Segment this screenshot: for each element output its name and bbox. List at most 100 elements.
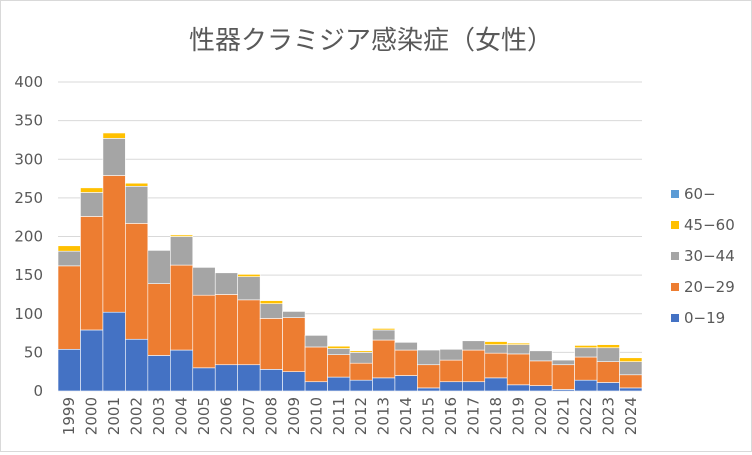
bar-segment xyxy=(80,329,104,392)
x-tick-label: 2001 xyxy=(105,397,123,435)
bar-segment xyxy=(596,344,620,349)
bar-segment xyxy=(327,348,351,355)
bar-segment xyxy=(237,299,261,366)
bar-segment xyxy=(170,349,194,392)
bar-segment xyxy=(506,384,530,392)
bar-segment xyxy=(506,342,530,345)
y-tick-label: 250 xyxy=(14,189,43,207)
legend-swatch xyxy=(671,190,679,198)
bar-segment xyxy=(372,328,396,331)
bar-segment xyxy=(596,361,620,383)
bar-segment xyxy=(506,353,530,386)
bar-segment xyxy=(619,361,643,376)
bar-segment xyxy=(349,362,373,381)
bar-segment xyxy=(394,349,418,376)
y-tick-label: 50 xyxy=(24,343,43,361)
bar-segment xyxy=(349,350,373,353)
bar-segment xyxy=(170,264,194,351)
x-tick-label: 2000 xyxy=(83,397,101,435)
x-tick-label: 2017 xyxy=(465,397,483,435)
bar-segment xyxy=(57,348,81,392)
bar-segment xyxy=(304,381,328,392)
legend-label: 45−60 xyxy=(684,216,735,234)
bar-segment xyxy=(147,283,171,356)
bar-segment xyxy=(282,311,306,318)
x-tick-label: 2024 xyxy=(622,397,640,435)
x-tick-label: 2015 xyxy=(420,397,438,435)
bar-segment xyxy=(529,360,553,386)
y-tick-label: 150 xyxy=(14,266,43,284)
y-tick-label: 300 xyxy=(14,150,43,168)
bar-segment xyxy=(551,364,575,390)
bar-segment xyxy=(417,349,441,366)
bar-segment xyxy=(102,132,126,139)
bar-segment xyxy=(349,379,373,392)
x-tick-label: 2009 xyxy=(285,397,303,435)
bar-segment xyxy=(102,138,126,176)
bar-segment xyxy=(259,303,283,319)
bar-segment xyxy=(125,223,149,340)
bar-segment xyxy=(57,245,81,252)
bar-segment xyxy=(327,345,351,349)
bar-segment xyxy=(484,344,508,354)
bar-segment xyxy=(529,350,553,362)
bar-segment xyxy=(551,359,575,366)
bar-segment xyxy=(102,175,126,313)
x-tick-label: 2010 xyxy=(307,397,325,435)
bar-segment xyxy=(304,346,328,383)
x-tick-label: 2004 xyxy=(173,397,191,435)
legend-label: 20−29 xyxy=(684,278,735,296)
bar-segment xyxy=(259,318,283,370)
bar-segment xyxy=(349,352,373,364)
bar-segment xyxy=(125,182,149,187)
bar-segment xyxy=(282,317,306,372)
bar-segment xyxy=(484,352,508,379)
bar-segment xyxy=(125,185,149,224)
legend-swatch xyxy=(671,252,679,260)
bar-segment xyxy=(102,311,126,392)
legend-swatch xyxy=(671,283,679,291)
x-tick-label: 2023 xyxy=(599,397,617,435)
y-tick-label: 400 xyxy=(14,73,43,91)
bar-segment xyxy=(439,348,463,361)
bar-segment xyxy=(394,375,418,392)
x-tick-label: 2008 xyxy=(262,397,280,435)
bar-segment xyxy=(57,250,81,267)
y-tick-label: 350 xyxy=(14,112,43,130)
bar-segment xyxy=(170,234,194,237)
bar-segment xyxy=(237,276,261,301)
bar-segment xyxy=(596,347,620,362)
bar-segment xyxy=(574,347,598,358)
x-tick-label: 2005 xyxy=(195,397,213,435)
bar-segment xyxy=(327,376,351,392)
x-tick-label: 2007 xyxy=(240,397,258,435)
bar-segment xyxy=(462,381,486,392)
chart-title: 性器クラミジア感染症（女性） xyxy=(189,26,553,56)
bar-segment xyxy=(147,355,171,392)
bar-segment xyxy=(372,339,396,379)
bar-segment xyxy=(372,377,396,392)
legend-label: 30−44 xyxy=(684,247,735,265)
bar-segment xyxy=(57,265,81,350)
x-tick-label: 2011 xyxy=(330,397,348,435)
bar-segment xyxy=(439,359,463,383)
x-tick-label: 2022 xyxy=(577,397,595,435)
bar-segment xyxy=(304,335,328,348)
bar-segment xyxy=(192,367,216,392)
bar-segment xyxy=(574,379,598,392)
y-tick-label: 100 xyxy=(14,305,43,323)
bar-segment xyxy=(192,267,216,296)
legend: 60− 45−60 30−44 20−29 0−19 xyxy=(671,185,735,327)
y-tick-label: 0 xyxy=(33,382,43,400)
bar-segment xyxy=(125,338,149,392)
bar-segment xyxy=(372,329,396,341)
bar-segment xyxy=(462,340,486,351)
bar-segment xyxy=(327,354,351,378)
bar-segment xyxy=(214,294,238,366)
bar-segment xyxy=(439,381,463,392)
bar-segment xyxy=(214,364,238,392)
x-tick-label: 2012 xyxy=(352,397,370,435)
x-tick-label: 2016 xyxy=(442,397,460,435)
x-axis-ticks: 1999 2000 2001 2002 2003 2004 2005 2006 2007 2008… xyxy=(60,397,640,435)
